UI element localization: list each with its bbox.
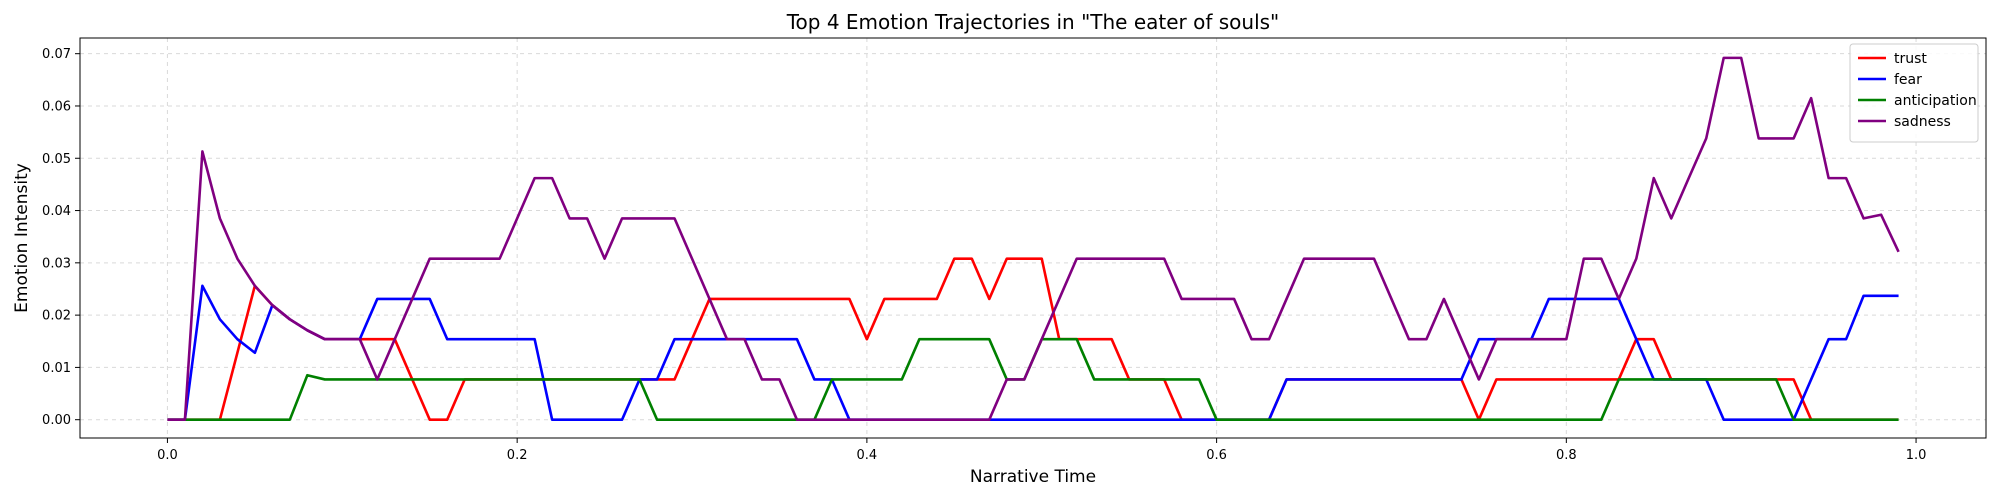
x-tick-label: 1.0 bbox=[1906, 448, 1927, 463]
y-tick-label: 0.04 bbox=[42, 204, 71, 219]
legend: trust fear anticipation sadness bbox=[1849, 43, 1979, 143]
x-tick-label: 0.8 bbox=[1556, 448, 1577, 463]
legend-box bbox=[1849, 43, 1979, 143]
legend-label-trust: trust bbox=[1894, 51, 1927, 67]
x-tick-label: 0.2 bbox=[507, 448, 528, 463]
series-line-fear bbox=[167, 284, 1899, 422]
series-lines bbox=[167, 56, 1900, 422]
y-tick-label: 0.05 bbox=[42, 152, 71, 167]
x-tick-label: 0.6 bbox=[1206, 448, 1227, 463]
y-tick-label: 0.01 bbox=[42, 361, 71, 376]
x-axis-title: Narrative Time bbox=[970, 467, 1096, 487]
plot-area-frame bbox=[79, 37, 1987, 439]
axis-ticks: 0.0 0.2 0.4 0.6 0.8 1.0 0.00 0.01 0.02 0.03 0.04 0.… bbox=[42, 47, 1926, 463]
series-line-sadness bbox=[167, 56, 1900, 422]
series-line-trust bbox=[167, 257, 1899, 422]
x-tick-label: 0.0 bbox=[157, 448, 178, 463]
legend-label-sadness: sadness bbox=[1894, 114, 1951, 130]
legend-label-anticipation: anticipation bbox=[1894, 93, 1977, 109]
y-tick-label: 0.02 bbox=[42, 309, 71, 324]
y-tick-label: 0.00 bbox=[42, 413, 71, 428]
series-line-anticipation bbox=[167, 337, 1899, 422]
grid bbox=[80, 38, 1986, 438]
y-tick-label: 0.03 bbox=[42, 256, 71, 271]
y-axis-title: Emotion Intensity bbox=[12, 163, 32, 313]
x-tick-label: 0.4 bbox=[857, 448, 878, 463]
legend-label-fear: fear bbox=[1894, 72, 1922, 88]
y-tick-label: 0.06 bbox=[42, 99, 71, 114]
y-tick-label: 0.07 bbox=[42, 47, 71, 62]
chart-title: Top 4 Emotion Trajectories in "The eater… bbox=[786, 10, 1280, 34]
